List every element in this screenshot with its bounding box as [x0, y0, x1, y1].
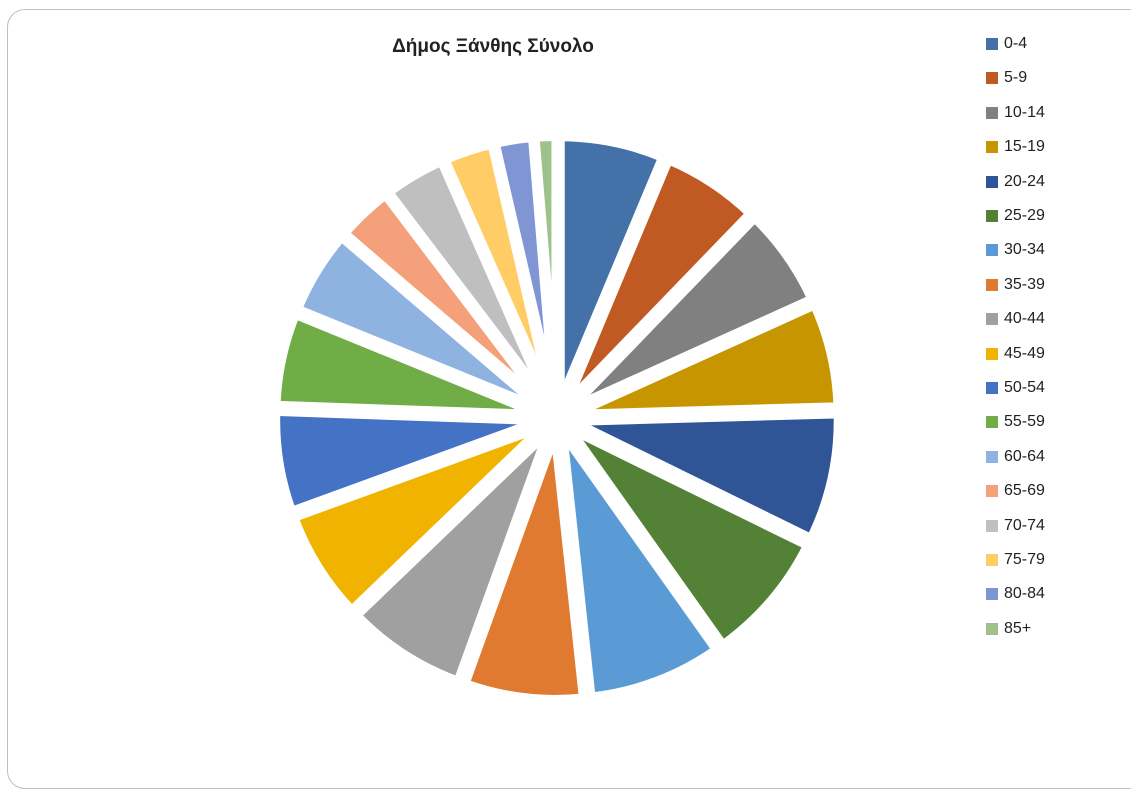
legend-label: 85+ — [1004, 619, 1032, 637]
legend-item-70-74: 70-74 — [986, 516, 1045, 536]
legend-label: 60-64 — [1004, 447, 1045, 465]
legend-item-75-79: 75-79 — [986, 550, 1045, 570]
legend-label: 5-9 — [1004, 69, 1028, 87]
legend-item-5-9: 5-9 — [986, 68, 1027, 88]
pie-slice-15-19 — [568, 297, 844, 420]
pie-slice-5-9 — [560, 152, 758, 410]
legend-item-10-14: 10-14 — [986, 103, 1045, 123]
legend-swatch — [986, 450, 998, 463]
legend-label: 35-39 — [1004, 275, 1045, 293]
legend-swatch — [986, 106, 998, 119]
legend-label: 75-79 — [1004, 551, 1045, 568]
pie-slice-50-54 — [270, 405, 545, 519]
legend-item-0-4: 0-4 — [986, 34, 1027, 54]
chart-title: Δήμος Ξάνθης Σύνολο — [392, 36, 594, 57]
legend-label: 30-34 — [1004, 241, 1045, 259]
legend-label: 70-74 — [1004, 516, 1045, 534]
legend-swatch — [986, 485, 998, 498]
legend-item-45-49: 45-49 — [986, 344, 1045, 364]
pie-slice-30-34 — [554, 412, 724, 704]
legend-item-50-54: 50-54 — [986, 378, 1045, 398]
legend-swatch — [986, 313, 998, 326]
legend-label: 0-4 — [1004, 35, 1028, 52]
legend-item-55-59: 55-59 — [986, 412, 1045, 432]
legend-item-15-19: 15-19 — [986, 137, 1045, 157]
legend-label: 65-69 — [1004, 482, 1045, 500]
legend-swatch — [986, 175, 998, 188]
legend-label: 40-44 — [1004, 310, 1045, 328]
pie-slice-85+ — [529, 131, 562, 405]
legend-label: 80-84 — [1004, 585, 1045, 603]
legend-swatch — [986, 141, 998, 154]
pie-slice-10-14 — [564, 210, 820, 415]
pie-slice-35-39 — [457, 430, 590, 705]
legend-swatch — [986, 244, 998, 257]
legend-label: 25-29 — [1004, 207, 1045, 224]
legend-swatch — [986, 210, 998, 222]
legend-swatch — [986, 519, 998, 532]
legend-item-60-64: 60-64 — [986, 447, 1045, 467]
pie-slice-20-24 — [568, 408, 844, 546]
legend-swatch — [986, 622, 998, 635]
legend-item-40-44: 40-44 — [986, 309, 1045, 329]
legend-item-30-34: 30-34 — [986, 240, 1045, 260]
legend-swatch — [986, 278, 998, 291]
legend-label: 20-24 — [1004, 172, 1045, 190]
legend-label: 10-14 — [1004, 103, 1045, 121]
legend-item-35-39: 35-39 — [986, 275, 1045, 295]
legend-swatch — [986, 72, 998, 85]
legend-label: 45-49 — [1004, 344, 1045, 362]
pie-slice-40-44 — [348, 426, 555, 689]
pie-slice-45-49 — [286, 420, 549, 619]
legend-item-80-84: 80-84 — [986, 584, 1045, 604]
legend-item-85+: 85+ — [986, 619, 1031, 639]
legend-label: 15-19 — [1004, 138, 1045, 156]
legend-swatch — [986, 38, 998, 50]
legend-item-65-69: 65-69 — [986, 481, 1045, 501]
legend-swatch — [986, 588, 998, 601]
pie-slice-25-29 — [563, 422, 815, 653]
legend-swatch — [986, 416, 998, 429]
legend-item-20-24: 20-24 — [986, 172, 1045, 192]
legend-swatch — [986, 382, 998, 394]
legend-swatch — [986, 554, 998, 566]
legend-swatch — [986, 347, 998, 360]
legend-label: 50-54 — [1004, 379, 1045, 396]
pie-chart — [270, 131, 844, 705]
legend-label: 55-59 — [1004, 413, 1045, 431]
legend-item-25-29: 25-29 — [986, 206, 1045, 226]
